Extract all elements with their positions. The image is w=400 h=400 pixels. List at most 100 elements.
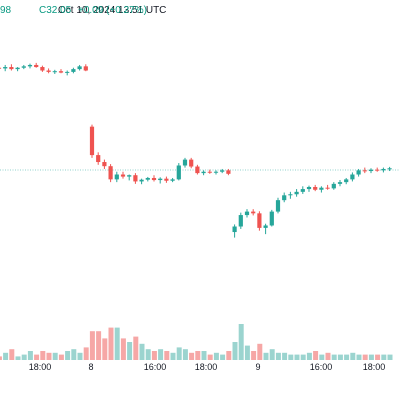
candle[interactable] [164,176,169,183]
candle[interactable] [251,209,256,216]
candle[interactable] [282,192,287,203]
candle-body [381,168,386,171]
candle[interactable] [201,170,206,176]
candle-body [176,165,181,180]
candle-body [189,159,194,167]
volume-bar [158,349,164,360]
candle[interactable] [21,64,26,70]
volume-bar [263,352,269,360]
candle[interactable] [220,168,225,174]
x-tick-label: 9 [255,362,261,372]
candle[interactable] [15,67,20,72]
volume-bar [15,356,21,360]
candle[interactable] [71,67,76,74]
candle[interactable] [275,197,281,214]
candle[interactable] [319,186,324,193]
candle[interactable] [83,64,88,72]
volume-bar [3,352,9,360]
candle[interactable] [34,62,39,68]
candle[interactable] [114,171,119,183]
candle[interactable] [27,63,33,69]
x-tick-label: 18:00 [28,362,52,372]
candle[interactable] [77,64,82,71]
candle[interactable] [331,182,336,190]
volume-bar [164,351,170,360]
candle[interactable] [350,172,355,182]
candle[interactable] [133,173,138,184]
candle[interactable] [182,157,188,168]
candle[interactable] [375,167,380,172]
candle[interactable] [368,168,374,174]
volume-bar [34,354,40,360]
candle[interactable] [170,177,175,183]
candle[interactable] [40,65,45,72]
candle[interactable] [127,174,132,181]
candle[interactable] [207,169,212,174]
candle[interactable] [52,69,57,74]
candle[interactable] [226,168,231,176]
candle[interactable] [58,69,64,74]
candle[interactable] [356,168,361,177]
time-axis: 18:00 8 16:00 18:00 9 16:00 18:00 [0,362,400,376]
candle[interactable] [145,176,150,182]
candle[interactable] [325,184,330,190]
candle[interactable] [151,175,157,182]
x-tick-label: 8 [88,362,94,372]
volume-bar [368,354,374,360]
candle[interactable] [257,211,262,231]
candle[interactable] [238,212,243,229]
candle[interactable] [269,209,274,227]
candle[interactable] [65,70,70,76]
volume-bar [344,354,350,360]
volume-bar [251,351,257,360]
candle-body [238,215,243,227]
candle[interactable] [3,64,8,72]
candle-body [77,66,82,70]
candle[interactable] [244,209,250,218]
candle[interactable] [306,185,312,192]
candle[interactable] [344,177,349,185]
candle[interactable] [381,167,386,173]
volume-bar [170,352,176,360]
volume-bar [282,352,288,360]
candle[interactable] [89,124,95,158]
volume-bar [325,352,331,360]
candle-body [145,177,150,180]
candle[interactable] [0,66,2,71]
candle[interactable] [120,171,126,179]
candle[interactable] [46,68,51,74]
candle[interactable] [232,224,237,238]
candle[interactable] [313,184,318,192]
candle[interactable] [387,166,392,172]
candle[interactable] [189,157,194,169]
volume-bar [189,352,195,360]
candle[interactable] [263,223,268,235]
candle[interactable] [176,163,181,181]
candle[interactable] [9,64,14,71]
candle[interactable] [139,178,144,185]
candle[interactable] [195,164,200,175]
candle-body [220,170,225,172]
candle[interactable] [96,152,101,165]
volume-bar [89,331,95,360]
volume-bar [362,354,368,360]
candle[interactable] [300,186,305,194]
candle-body [350,174,355,180]
candle[interactable] [294,189,299,197]
candle-body [306,186,312,190]
volume-bar [114,327,120,360]
volume-bar [151,351,157,360]
candle[interactable] [102,159,107,169]
candle[interactable] [288,191,293,199]
candle[interactable] [337,180,343,187]
candle[interactable] [362,167,367,174]
candle-body [21,66,26,68]
candle-body [127,175,132,177]
volume-bar [27,351,33,360]
volume-bar [244,345,250,360]
candle[interactable] [158,177,163,184]
candle[interactable] [213,170,219,175]
candle[interactable] [108,164,113,183]
